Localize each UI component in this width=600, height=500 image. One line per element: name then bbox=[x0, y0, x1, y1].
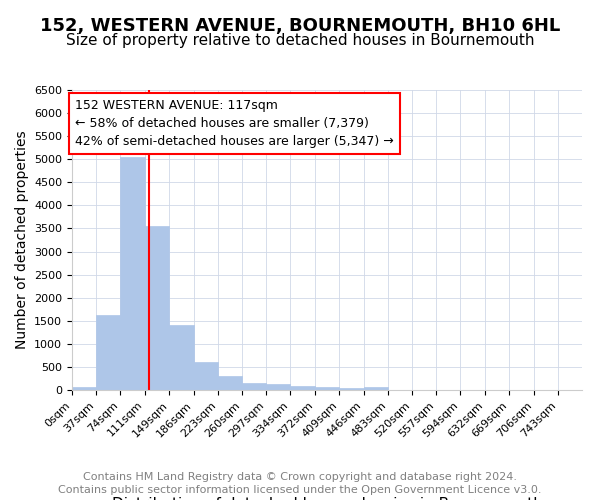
Bar bbox=[72, 386, 96, 390]
Text: 152, WESTERN AVENUE, BOURNEMOUTH, BH10 6HL: 152, WESTERN AVENUE, BOURNEMOUTH, BH10 6… bbox=[40, 18, 560, 36]
Text: Contains HM Land Registry data © Crown copyright and database right 2024.: Contains HM Land Registry data © Crown c… bbox=[83, 472, 517, 482]
Bar bbox=[242, 382, 266, 390]
Text: 152 WESTERN AVENUE: 117sqm
← 58% of detached houses are smaller (7,379)
42% of s: 152 WESTERN AVENUE: 117sqm ← 58% of deta… bbox=[75, 99, 394, 148]
Bar bbox=[364, 388, 388, 390]
Bar bbox=[218, 376, 242, 390]
Bar bbox=[315, 388, 340, 390]
Bar bbox=[121, 157, 145, 390]
Bar bbox=[290, 386, 314, 390]
Bar bbox=[340, 388, 364, 390]
Bar bbox=[96, 315, 121, 390]
X-axis label: Distribution of detached houses by size in Bournemouth: Distribution of detached houses by size … bbox=[112, 497, 542, 500]
Text: Size of property relative to detached houses in Bournemouth: Size of property relative to detached ho… bbox=[66, 32, 534, 48]
Bar bbox=[145, 226, 169, 390]
Text: Contains public sector information licensed under the Open Government Licence v3: Contains public sector information licen… bbox=[58, 485, 542, 495]
Bar bbox=[194, 362, 218, 390]
Bar bbox=[266, 384, 290, 390]
Y-axis label: Number of detached properties: Number of detached properties bbox=[14, 130, 29, 350]
Bar bbox=[169, 325, 194, 390]
